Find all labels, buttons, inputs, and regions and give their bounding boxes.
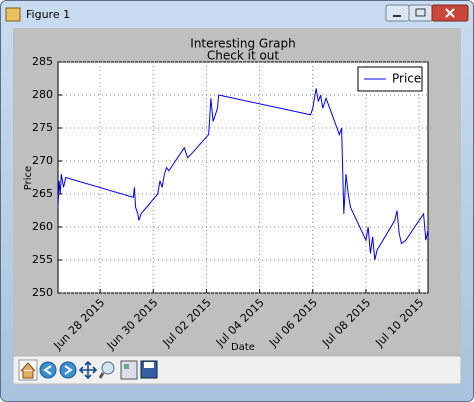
price-line [57,88,429,261]
y-tick-label: 265 [32,187,53,200]
minimize-button[interactable] [385,4,410,22]
zoom-handle [98,372,105,379]
y-tick-label: 270 [32,154,53,167]
x-axis-label: Date [231,342,255,353]
toolbar-buttons [18,359,158,381]
y-tick-label: 250 [32,286,53,299]
close-glyph [445,8,455,18]
chart-subtitle: Check it out [207,49,280,63]
subplots-icon [124,364,129,369]
home-icon [20,362,36,379]
y-tick-label: 280 [32,88,53,101]
pan-button[interactable] [78,360,98,380]
y-tick-label: 275 [32,121,53,134]
legend-label: Price [392,72,421,86]
maximize-glyph [415,8,426,17]
y-tick-label: 260 [32,220,53,233]
back-button[interactable] [39,361,57,379]
forward-button[interactable] [59,361,77,379]
back-icon [43,365,52,375]
forward-icon [64,365,73,375]
zoom-button[interactable] [101,361,115,375]
subplots-button[interactable] [120,360,138,380]
maximize-button[interactable] [408,4,433,22]
y-tick-label: 255 [32,253,53,266]
y-axis-label: Price [23,166,34,190]
window-title: Figure 1 [26,8,70,21]
save-icon [144,362,154,368]
y-tick-label: 285 [32,55,53,68]
chart-title: Interesting Graph [190,37,295,51]
app-icon [5,7,21,22]
plot-area [57,61,429,294]
